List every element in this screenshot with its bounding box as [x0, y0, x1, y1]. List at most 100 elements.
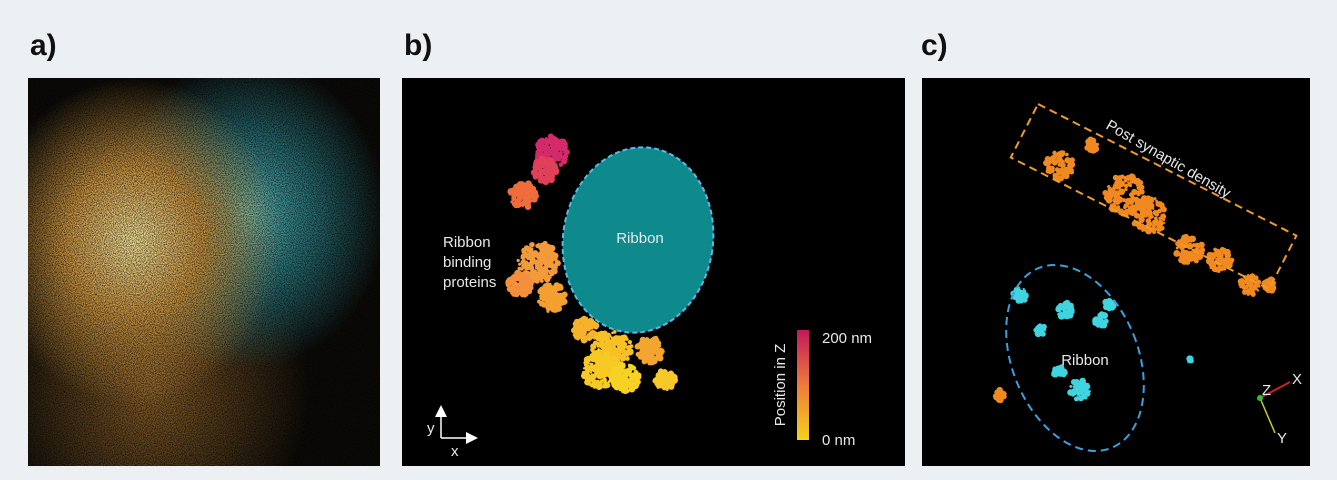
localization [535, 165, 540, 170]
localization [643, 339, 647, 343]
localization [1082, 387, 1084, 389]
localization [1107, 185, 1110, 188]
localization [1110, 190, 1114, 194]
localization [571, 328, 577, 334]
localization [543, 243, 547, 247]
localization [1175, 253, 1178, 256]
localization [1059, 310, 1061, 312]
localization [522, 196, 526, 200]
localization [551, 136, 557, 142]
localization [556, 283, 563, 290]
localization [516, 284, 519, 287]
localization [1133, 212, 1135, 214]
localization [590, 371, 592, 373]
localization [554, 308, 558, 312]
localization [1095, 143, 1099, 147]
localization [1071, 379, 1077, 385]
localization [1050, 166, 1055, 171]
localization [518, 182, 520, 184]
localization [1067, 302, 1069, 304]
localization [1069, 170, 1074, 175]
localization [1137, 185, 1142, 190]
localization [512, 274, 518, 280]
localization [1053, 175, 1056, 178]
localization [573, 321, 579, 327]
localization [600, 355, 605, 360]
localization [552, 252, 555, 255]
ribbon-label: Ribbon [1061, 352, 1109, 369]
localization [557, 293, 561, 297]
localization [1155, 211, 1157, 213]
localization [1153, 228, 1156, 231]
panel-label: b) [404, 29, 432, 62]
localization [532, 171, 538, 177]
localization [1099, 311, 1105, 317]
localization [620, 381, 625, 386]
localization [1069, 385, 1072, 388]
localization [548, 137, 552, 141]
localization [1218, 254, 1222, 258]
localization [1104, 319, 1109, 324]
localization [589, 332, 594, 337]
localization [543, 264, 548, 269]
localization [1048, 160, 1051, 163]
localization [548, 259, 552, 263]
panel-label: c) [921, 29, 948, 62]
localization [1055, 167, 1060, 172]
localization [532, 245, 534, 247]
localization [1189, 356, 1193, 360]
localization [585, 359, 589, 363]
noise [28, 78, 380, 466]
protein-label: proteins [443, 274, 496, 291]
localization [549, 145, 552, 148]
localization [527, 203, 531, 207]
localization [596, 369, 599, 372]
localization [616, 343, 620, 347]
figure: a) b) Ribbon Ribbon binding proteins 200… [0, 0, 1337, 475]
localization [521, 254, 526, 259]
localization [1138, 214, 1142, 218]
localization [645, 343, 650, 348]
localization [647, 338, 649, 340]
localization [1254, 284, 1259, 289]
localization [1086, 139, 1090, 143]
localization [608, 341, 615, 348]
axis-label: x [451, 443, 459, 460]
localization [665, 370, 667, 372]
localization [543, 293, 550, 300]
localization [1213, 255, 1216, 258]
localization [1130, 179, 1134, 183]
localization [659, 374, 663, 378]
localization [564, 292, 566, 294]
localization [547, 269, 549, 271]
localization [554, 168, 559, 173]
localization [583, 367, 585, 369]
localization [596, 345, 599, 348]
localization [607, 335, 609, 337]
localization [596, 372, 602, 378]
localization [537, 149, 541, 153]
localization [1186, 256, 1190, 260]
localization [1225, 254, 1230, 259]
localization [545, 148, 549, 152]
axis-label: Y [1277, 430, 1287, 447]
localization [517, 259, 520, 262]
localization [1198, 249, 1202, 253]
localization [605, 385, 608, 388]
localization [1190, 236, 1196, 242]
localization [540, 147, 544, 151]
localization [546, 273, 548, 275]
localization [543, 283, 550, 290]
localization [524, 188, 530, 194]
axis-label: Z [1262, 382, 1271, 399]
localization [1014, 296, 1017, 299]
axis-label: X [1292, 371, 1302, 388]
colorbar [797, 330, 809, 440]
localization [644, 360, 648, 364]
localization [519, 190, 523, 194]
localization [563, 149, 569, 155]
localization [1152, 216, 1154, 218]
localization [524, 245, 530, 251]
localization [1085, 384, 1088, 387]
localization [638, 351, 643, 356]
